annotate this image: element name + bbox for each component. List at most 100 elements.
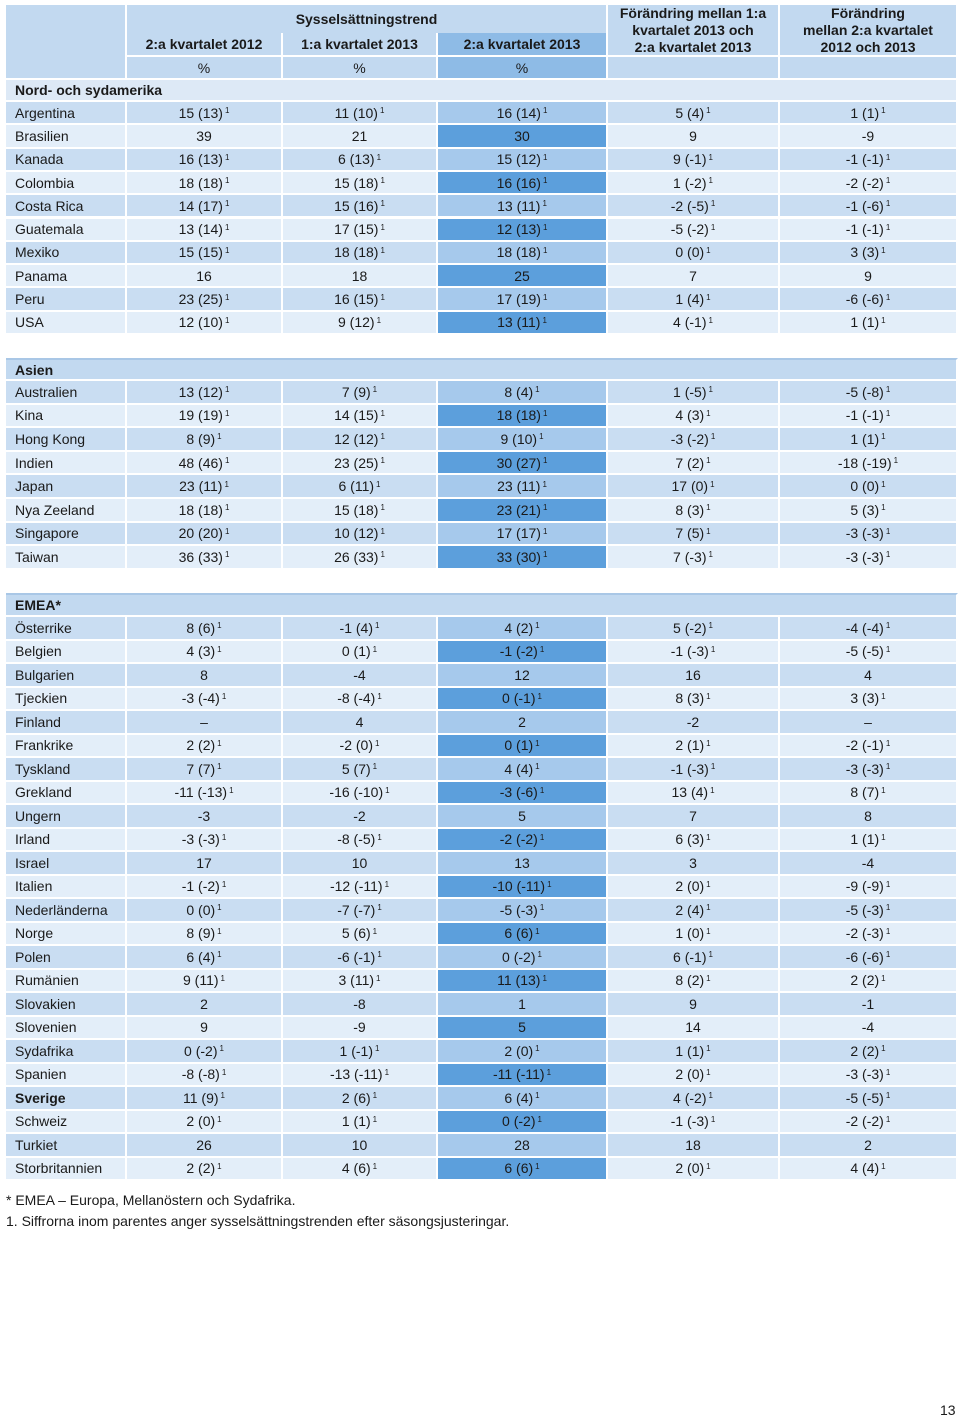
footnote-mark: 1	[539, 785, 545, 795]
value-cell: 17 (15) 1	[283, 218, 438, 242]
value: 16 (13)	[178, 151, 223, 168]
value: 17 (17)	[496, 525, 541, 542]
value-cell: 4 (3) 1	[608, 404, 780, 429]
country: Argentina	[6, 102, 127, 126]
value-cell: 7 (7) 1	[127, 758, 283, 782]
value: -3	[197, 807, 211, 824]
value-cell: 6 (6) 1	[438, 1157, 608, 1181]
footnote-mark: 1	[542, 503, 548, 513]
value-cell: 11 (10) 1	[283, 102, 438, 126]
value: -2	[686, 713, 700, 730]
value-cell: 2 (1) 1	[608, 734, 780, 758]
footnote-mark: 1	[710, 785, 715, 795]
value: 4	[355, 713, 364, 730]
footnote-mark: 1	[375, 1044, 380, 1054]
value-cell: 9	[608, 125, 780, 149]
value-cell: 3 (3) 1	[780, 687, 958, 711]
value: 8 (3)	[675, 690, 705, 707]
footnote-mark: 1	[539, 432, 544, 442]
value: 0 (-2)	[184, 1042, 218, 1059]
value: -4 (-4)	[845, 619, 884, 636]
footnote-mark: 1	[221, 879, 227, 889]
value: -3 (-6)	[499, 784, 538, 801]
footnote-mark: 1	[224, 199, 230, 209]
footnote-mark: 1	[384, 1067, 390, 1077]
value-cell: 2	[780, 1134, 958, 1158]
value-cell: 0 (-1) 1	[438, 687, 608, 711]
value-cell: 17	[127, 852, 283, 876]
country: Nya Zeeland	[6, 499, 127, 523]
value: 13 (4)	[671, 784, 709, 801]
footnote-mark: 1	[546, 1067, 552, 1077]
footnote-mark: 1	[372, 926, 378, 936]
value-cell: –	[780, 711, 958, 735]
value-cell: -3 (-4) 1	[127, 687, 283, 711]
value: 3 (11)	[338, 972, 375, 989]
value-cell: 6 (4) 1	[438, 1087, 608, 1111]
country: Italien	[6, 875, 127, 899]
country: Storbritannien	[6, 1157, 127, 1181]
value: 7 (7)	[186, 760, 216, 777]
value-cell: 8 (2) 1	[608, 969, 780, 993]
value-cell: -3 (-2) 1	[608, 428, 780, 452]
footnote-mark: 1	[706, 1067, 711, 1077]
value-cell: 0 (1) 1	[438, 734, 608, 758]
value-cell: -18 (-19) 1	[780, 451, 958, 476]
footnote-mark: 1	[706, 292, 711, 302]
value: 6 (3)	[675, 831, 705, 848]
value-cell: 13 (11) 1	[438, 195, 608, 219]
country: Japan	[6, 475, 127, 499]
value: 0 (-2)	[502, 1113, 536, 1130]
country: Australien	[6, 381, 127, 405]
value-cell: 14 (17) 1	[127, 195, 283, 219]
value-cell: 13 (14) 1	[127, 218, 283, 242]
value: -1 (-1)	[845, 151, 884, 168]
value-cell: -3 (-6) 1	[438, 781, 608, 805]
unit-cell	[608, 57, 780, 80]
footnote-mark: 1	[706, 245, 711, 255]
value-cell: 1 (1) 1	[780, 828, 958, 852]
value-cell: 5	[438, 1016, 608, 1040]
value: 2 (2)	[186, 1160, 216, 1177]
unit-cell: %	[283, 57, 438, 80]
country: Guatemala	[6, 218, 127, 242]
value-cell: 2 (0) 1	[608, 1157, 780, 1181]
value-cell: 16 (16) 1	[438, 171, 608, 196]
value: 8	[864, 807, 872, 824]
value-cell: 48 (46) 1	[127, 451, 283, 476]
value: -1	[861, 995, 875, 1012]
value-cell: 4	[283, 711, 438, 735]
country: Costa Rica	[6, 195, 127, 219]
value-cell: -1 (-3) 1	[608, 640, 780, 664]
value-cell: 18 (18) 1	[283, 241, 438, 266]
value: 26 (33)	[334, 548, 379, 565]
footnote-mark: 1	[885, 1114, 891, 1124]
footnote-mark: 1	[376, 315, 382, 325]
value-cell: 1 (1) 1	[780, 311, 958, 335]
value-cell: 15 (12) 1	[438, 148, 608, 172]
header-line: Förändring mellan 1:a	[619, 5, 767, 21]
value: 30	[514, 127, 530, 144]
value-cell: -1	[780, 993, 958, 1017]
value: 8 (7)	[850, 784, 880, 801]
value: -11 (-13)	[174, 784, 228, 801]
footnote-mark: 1	[885, 621, 891, 631]
value-cell: -6 (-6) 1	[780, 288, 958, 312]
country: Grekland	[6, 781, 127, 805]
footnote-mark: 1	[375, 738, 380, 748]
footnote-mark: 1	[542, 315, 547, 325]
value: 14 (15)	[334, 407, 379, 424]
value-cell: 28	[438, 1134, 608, 1158]
footnote-mark: 1	[535, 1044, 540, 1054]
value: 23 (11)	[497, 478, 541, 495]
value: 16 (16)	[496, 174, 541, 191]
value-cell: 5 (6) 1	[283, 922, 438, 946]
value: 13 (11)	[497, 197, 541, 214]
value: 36 (33)	[178, 548, 223, 565]
footnote: * EMEA – Europa, Mellanöstern och Sydafr…	[6, 1192, 296, 1208]
value: 18 (18)	[496, 244, 541, 261]
value-cell: 10	[283, 1134, 438, 1158]
footnote-mark: 1	[885, 292, 891, 302]
country: Spanien	[6, 1063, 127, 1087]
value: -8	[353, 995, 366, 1012]
